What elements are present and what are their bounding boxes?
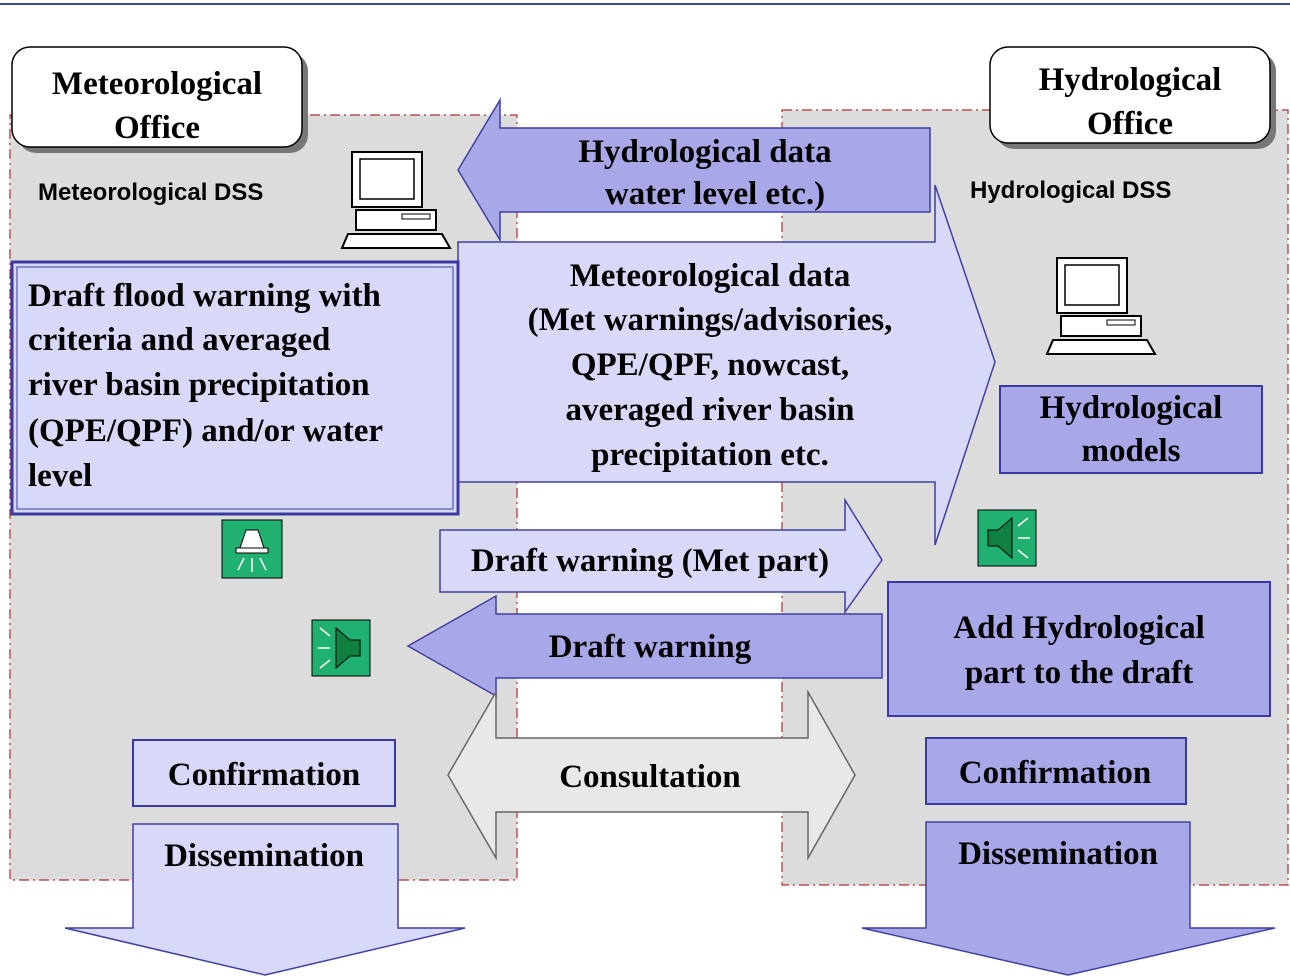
dissemination-text: Dissemination [164,838,364,874]
hydro-office-box [989,46,1271,144]
draft-box-inner [16,266,454,510]
arrow-label: Draft warning [549,629,752,665]
speaker-icon [311,619,371,677]
confirmation-box [132,739,396,807]
met-dss: Meteorological DSS [38,179,263,206]
arrow-label: water level etc.) [605,176,825,212]
consultation-arrow [447,689,856,861]
add-part-text: part to the draft [965,655,1193,691]
models-text: Hydrological [1040,390,1223,426]
arrow-label: averaged river basin [565,392,854,428]
met-data-arrow [457,184,996,546]
draft-warning-arrow [406,594,883,698]
add-part-text: Add Hydrological [953,610,1205,646]
arrow-label: Meteorological data [570,258,851,294]
arrow-label: Hydrological data [578,134,831,170]
models-box [999,385,1263,474]
confirmation-box [925,737,1187,805]
met-office-title: Meteorological [52,66,262,102]
dissemination-text: Dissemination [958,836,1158,872]
arrow-label: (Met warnings/advisories, [528,302,893,338]
arrow-label: Draft warning (Met part) [471,543,829,579]
dissemination-arrow [861,821,1276,976]
confirmation-text: Confirmation [168,757,361,793]
arrow-label: precipitation etc. [591,437,829,473]
hydro-dss: Hydrological DSS [970,177,1171,204]
draft-met-arrow [439,497,883,615]
siren-icon [221,519,283,579]
draft-text: criteria and averaged [28,322,330,358]
met-office-box [11,46,303,148]
models-text: models [1082,433,1181,469]
draft-text: level [28,458,92,494]
draft-text: river basin precipitation [28,367,370,403]
speaker-icon [977,509,1037,567]
hydro-office-title: Office [1087,106,1173,142]
add-part-box [887,581,1271,717]
draft-text: (QPE/QPF) and/or water [28,413,383,449]
arrow-label: QPE/QPF, nowcast, [571,347,849,383]
arrow-label: Consultation [559,759,741,795]
draft-text: Draft flood warning with [28,278,381,314]
dissemination-arrow [64,823,466,976]
hydro-data-arrow [457,97,931,243]
confirmation-text: Confirmation [959,755,1152,791]
draft-box [10,260,460,516]
met-office-title: Office [114,110,200,146]
hydro-office-title: Hydrological [1039,62,1222,98]
